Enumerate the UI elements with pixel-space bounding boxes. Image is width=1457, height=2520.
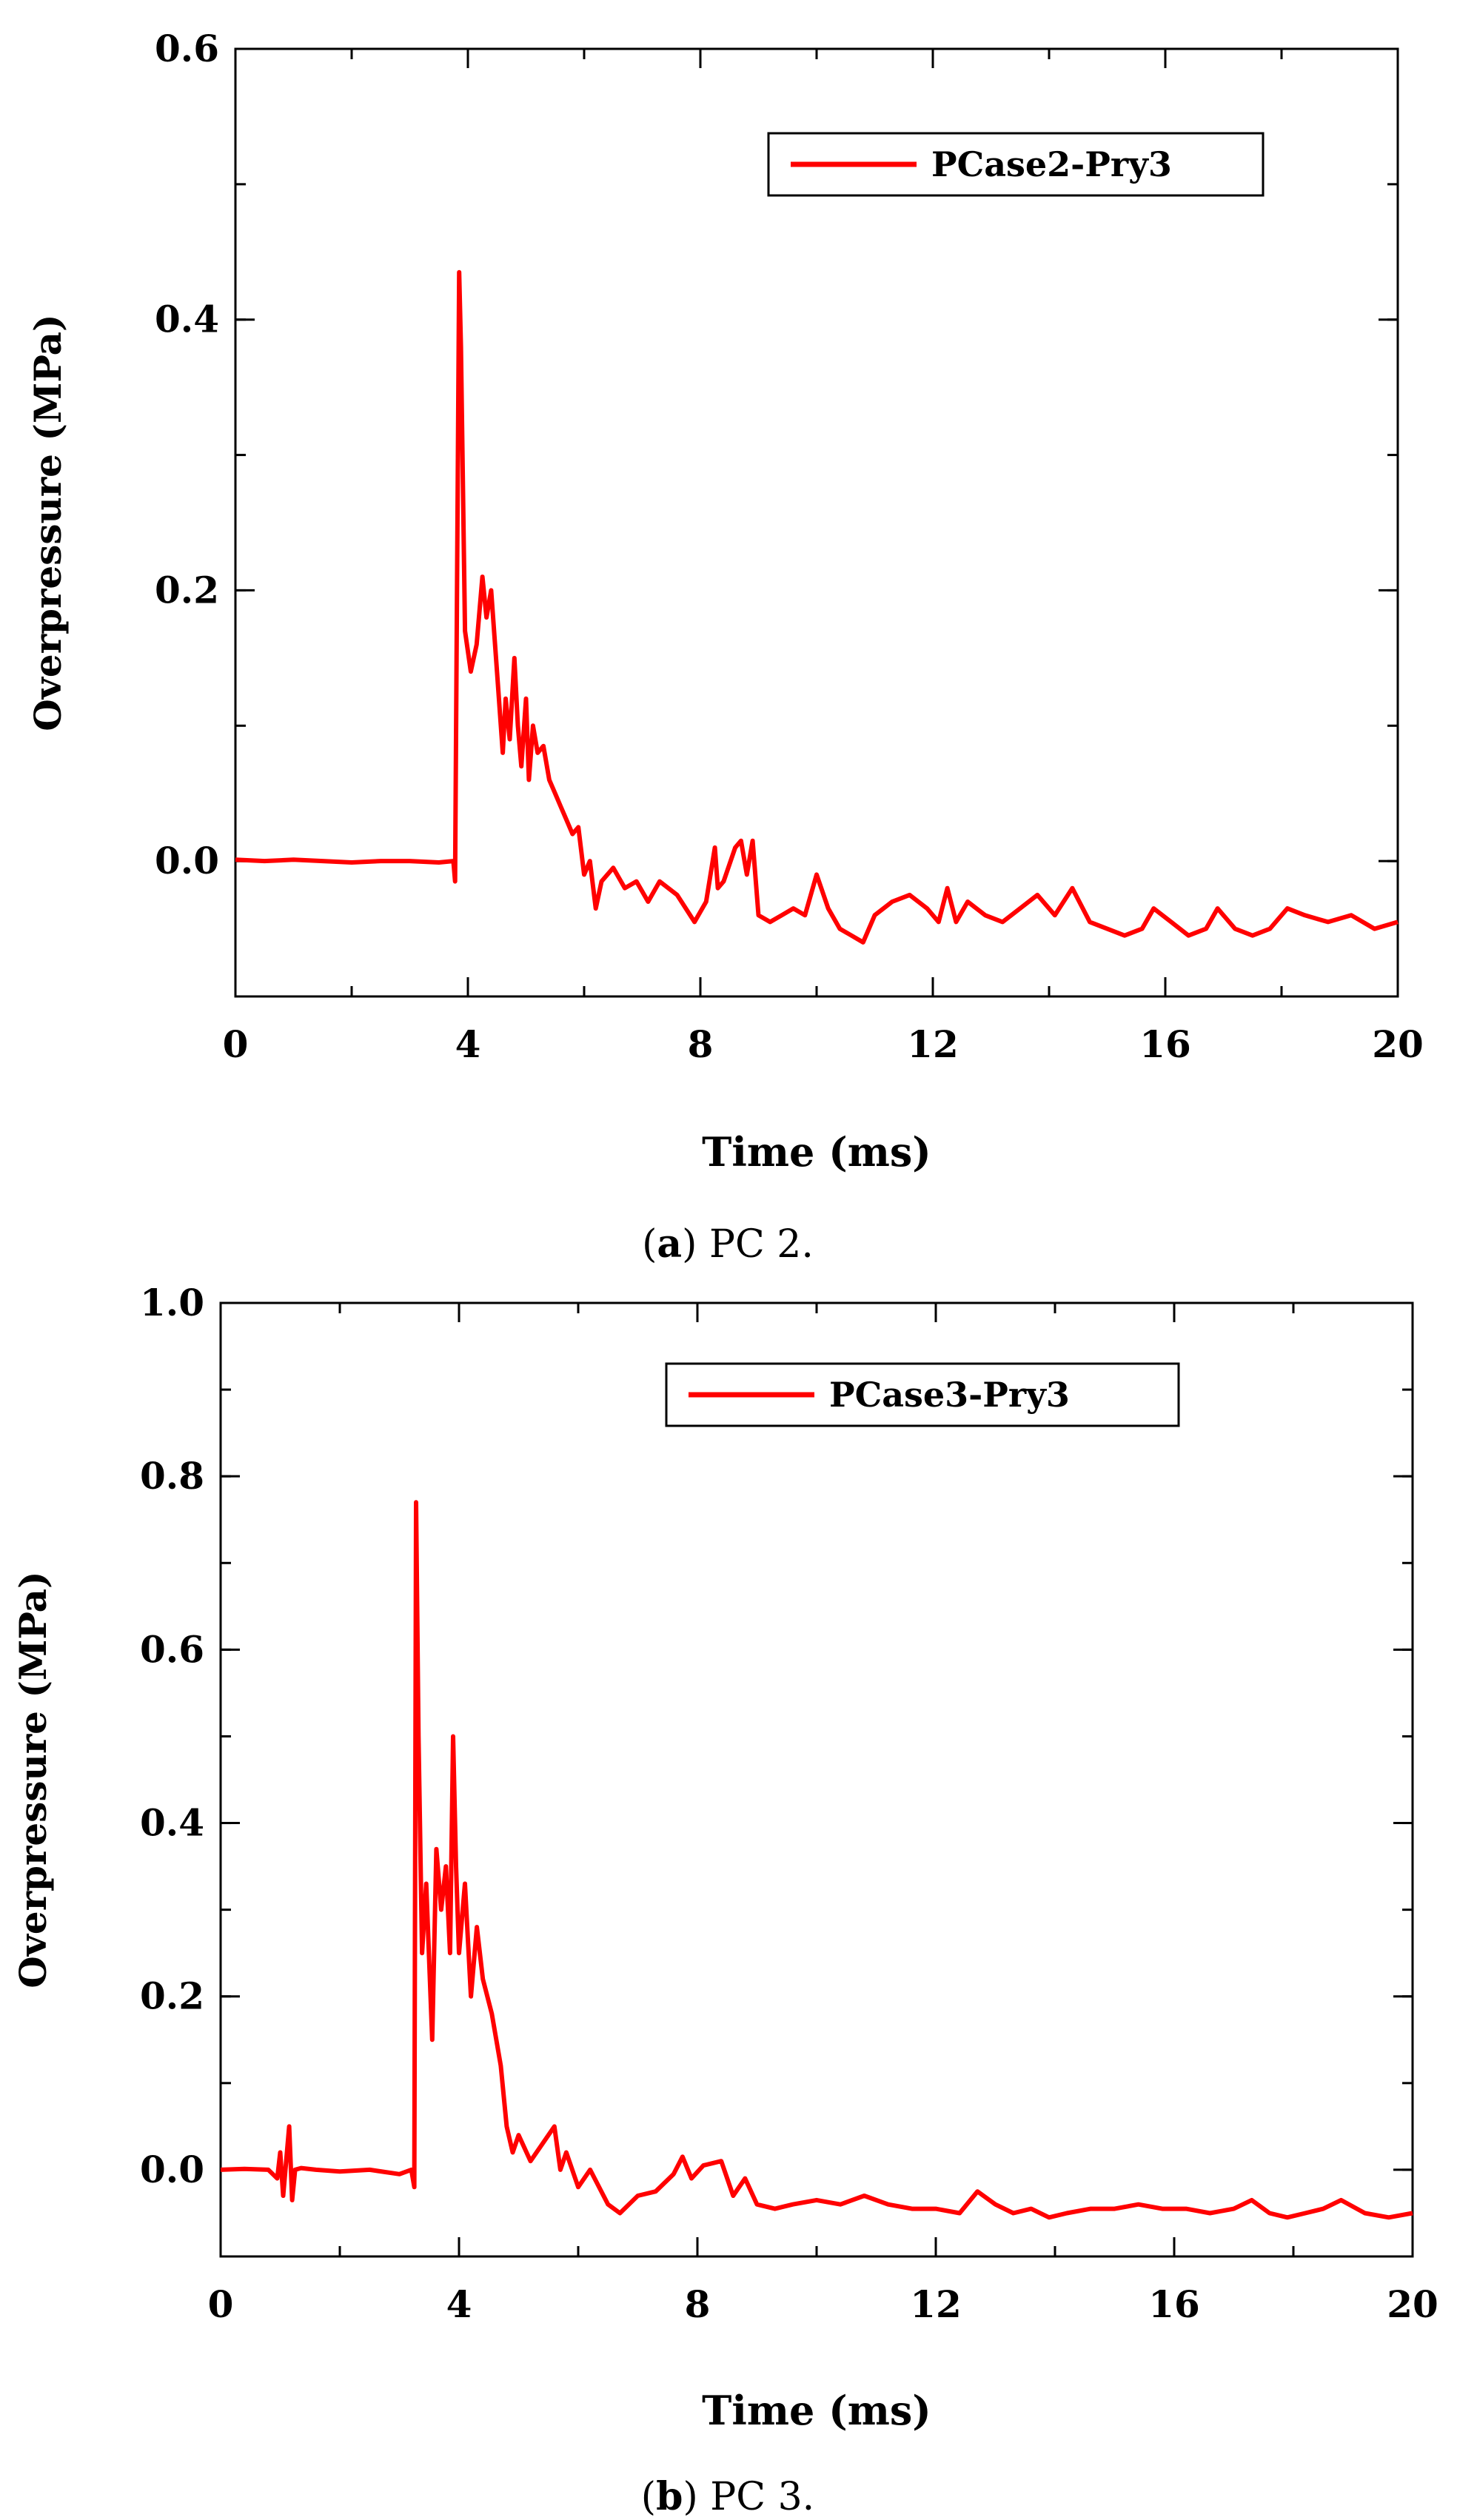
y-tick-label: 0.0: [155, 839, 219, 882]
chart-panel-b: 0 4 8 12 16 200.00.20.40.60.81.0 PCase3-Pry3 …: [11, 1281, 1438, 2519]
y-tick-label: 0.8: [140, 1454, 204, 1498]
x-axis-title: Time (ms): [702, 2387, 931, 2434]
x-tick-label: 16: [1139, 1022, 1191, 1066]
legend: PCase3-Pry3: [665, 1362, 1180, 1427]
panel-caption: (a) PC 2.: [642, 1222, 814, 1267]
x-tick-label: 12: [910, 2282, 962, 2326]
y-axis-title: Overpressure (MPa): [26, 314, 70, 731]
legend-label: PCase2-Pry3: [931, 144, 1172, 184]
y-tick-label: 0.2: [155, 568, 219, 611]
y-tick-label: 0.4: [140, 1801, 204, 1845]
legend-label: PCase3-Pry3: [829, 1375, 1070, 1415]
x-tick-label: 20: [1372, 1022, 1424, 1066]
y-tick-label: 0.2: [140, 1974, 204, 2018]
x-axis-title: Time (ms): [702, 1128, 931, 1176]
y-tick-label: 0.4: [155, 298, 219, 341]
caption-text: PC 2.: [709, 1222, 814, 1267]
x-tick-label: 20: [1387, 2282, 1438, 2326]
caption-letter: a: [657, 1222, 682, 1267]
series-line: [235, 269, 1399, 945]
x-tick-label: 12: [907, 1022, 959, 1066]
plot-frame: [219, 1301, 1414, 2258]
chart-panel-a: 0 4 8 12 16 20 0.0 0.2 0.4 0.6 PCase2-Pry3 Overpr…: [26, 27, 1424, 1267]
axes-ticks: 0 4 8 12 16 20 0.0 0.2 0.4 0.6: [155, 27, 1424, 1066]
x-tick-label: 8: [685, 2282, 711, 2326]
x-tick-label: 8: [688, 1022, 714, 1066]
data-series: [220, 1500, 1413, 2220]
y-axis-title: Overpressure (MPa): [11, 1571, 55, 1988]
series-line: [220, 1500, 1413, 2220]
x-tick-label: 0: [208, 2282, 234, 2326]
axes-ticks: 0 4 8 12 16 20 0.0 0.2 0.4 0.6 0.8 1.0: [140, 1281, 1438, 2326]
y-tick-label: 1.0: [140, 1281, 204, 1324]
x-tick-label: 16: [1148, 2282, 1200, 2326]
y-tick-label: 0.0: [140, 2148, 204, 2191]
x-tick-label: 4: [455, 1022, 481, 1066]
panel-caption: (b) PC 3.: [641, 2474, 814, 2519]
legend: PCase2-Pry3: [767, 132, 1265, 197]
x-tick-label: 0: [223, 1022, 249, 1066]
y-tick-label: 0.6: [155, 27, 219, 70]
x-tick-label: 4: [446, 2282, 472, 2326]
data-series: [235, 269, 1399, 945]
caption-text: PC 3.: [710, 2475, 814, 2519]
caption-letter: b: [656, 2474, 683, 2519]
y-tick-label: 0.6: [140, 1627, 204, 1671]
